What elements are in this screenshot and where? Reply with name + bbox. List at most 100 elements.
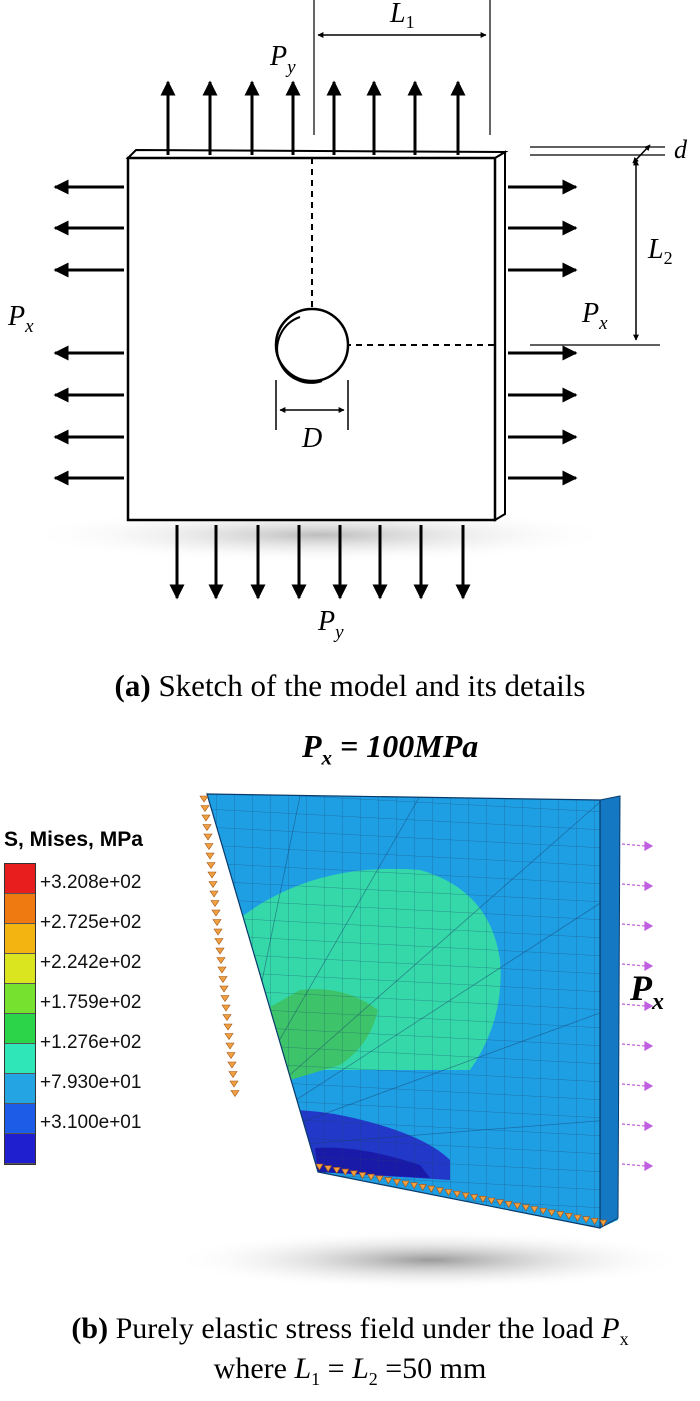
bc-marker: [410, 1182, 419, 1190]
bc-marker: [496, 1199, 505, 1207]
bc-marker: [225, 1042, 235, 1050]
mesh-grid: [207, 794, 620, 1228]
pressure-arrow: [621, 1080, 654, 1092]
legend-swatch: [5, 894, 35, 924]
bc-marker: [324, 1165, 333, 1173]
bc-marker: [564, 1213, 573, 1220]
bc-marker: [199, 795, 209, 803]
bc-marker: [341, 1168, 350, 1176]
bc-marker: [375, 1175, 384, 1183]
bc-marker: [470, 1194, 479, 1202]
caption-b-line1: (b) Purely elastic stress field under th…: [0, 1312, 700, 1350]
bc-marker: [224, 1033, 234, 1041]
legend-colorbar: [4, 863, 36, 1165]
bc-marker: [214, 938, 224, 946]
hole-circle: [274, 307, 350, 383]
px-pressure-arrows: [621, 840, 654, 1172]
legend-swatch: [5, 1074, 35, 1104]
caption-a-tag: (a): [114, 668, 151, 703]
bc-marker: [221, 1004, 231, 1012]
bc-marker: [212, 919, 222, 927]
bc-marker: [211, 909, 221, 917]
caption-b-line2: where L1 = L2 =50 mm: [213, 1352, 487, 1389]
l2-label: L2: [647, 234, 673, 268]
legend-swatch: [5, 954, 35, 984]
bc-marker: [218, 976, 228, 984]
load-title: Px = 100MPa: [302, 728, 479, 770]
bc-marker: [216, 957, 226, 965]
bc-marker: [599, 1219, 608, 1227]
py-top-arrows: [160, 80, 466, 155]
bc-marker: [582, 1216, 591, 1224]
bc-marker: [220, 995, 230, 1003]
caption-a-text: Sketch of the model and its details: [150, 668, 586, 703]
d-small-arrow: [632, 144, 651, 164]
legend-entry: +7.930e+01: [40, 1072, 142, 1093]
bc-marker: [213, 928, 223, 936]
caption-b-load: Px: [601, 1312, 629, 1349]
caption-b-tag: (b): [71, 1312, 109, 1345]
legend-swatch: [5, 864, 35, 894]
bc-marker: [202, 824, 212, 832]
bc-marker: [487, 1197, 496, 1205]
bc-marker: [367, 1173, 376, 1181]
bc-marker: [222, 1014, 232, 1022]
bc-marker: [223, 1023, 233, 1031]
pressure-arrow: [621, 840, 654, 852]
legend-entry: +3.100e+01: [40, 1112, 142, 1133]
legend-swatch: [5, 984, 35, 1014]
bc-marker: [547, 1209, 556, 1217]
plate-shadow-b: [170, 1230, 690, 1290]
bc-marker: [315, 1163, 324, 1171]
bc-marker: [453, 1190, 462, 1198]
legend-entry: +1.759e+02: [40, 992, 142, 1013]
pressure-arrow: [621, 1120, 654, 1132]
px-left-label: Px: [7, 301, 34, 337]
bc-marker: [207, 871, 217, 879]
bc-marker: [349, 1170, 358, 1178]
bc-marker: [200, 805, 210, 813]
py-top-label: Py: [269, 41, 296, 78]
bc-marker: [226, 1052, 236, 1060]
pressure-arrow: [621, 920, 654, 932]
px-right-arrows: [508, 179, 578, 486]
legend-swatch: [5, 1134, 35, 1164]
bc-marker: [444, 1189, 453, 1197]
l1-label: L1: [389, 0, 415, 32]
pressure-arrow: [621, 1000, 654, 1012]
plate-right-side: [599, 795, 621, 1229]
legend-swatch: [5, 1104, 35, 1134]
py-bottom-label: Py: [317, 606, 344, 643]
legend-entry: +2.242e+02: [40, 952, 142, 973]
pressure-arrow: [621, 1160, 654, 1172]
bc-marker: [230, 1090, 240, 1098]
legend-swatch: [5, 1044, 35, 1074]
plate-side-face: [494, 150, 506, 522]
bc-marker: [205, 852, 215, 860]
bc-marker: [203, 833, 213, 841]
d-small-label: d: [674, 135, 688, 164]
bc-marker: [219, 985, 229, 993]
legend-swatch: [5, 1014, 35, 1044]
bc-marker: [427, 1185, 436, 1193]
bc-marker: [435, 1187, 444, 1195]
bc-marker: [358, 1172, 367, 1180]
caption-a: (a) Sketch of the model and its details: [0, 668, 700, 704]
pressure-arrow: [621, 1040, 654, 1052]
legend-entry: +3.208e+02: [40, 872, 142, 893]
bc-marker: [229, 1080, 239, 1088]
plate-outline: [206, 793, 601, 1229]
bc-marker: [530, 1206, 539, 1214]
legend-title: S, Mises, MPa: [4, 828, 143, 851]
py-bottom-arrows: [169, 525, 471, 600]
bc-marker: [504, 1201, 513, 1208]
bc-marker: [215, 947, 225, 955]
fea-result: Px: [170, 793, 690, 1290]
stress-zone-high: [232, 1080, 262, 1110]
fea-px-label: Px: [629, 968, 664, 1015]
bc-marker: [332, 1167, 341, 1174]
bc-marker: [478, 1196, 487, 1203]
bc-marker: [206, 862, 216, 870]
bc-marker: [209, 890, 219, 898]
bc-marker: [208, 881, 218, 889]
